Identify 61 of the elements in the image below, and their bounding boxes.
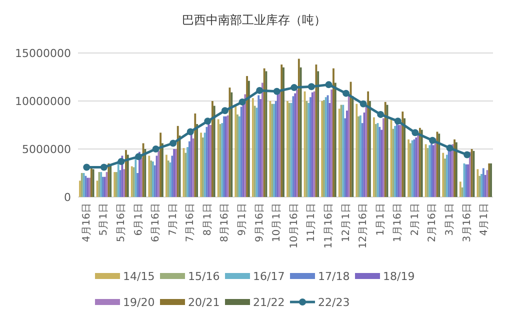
legend-label: 14/15 (123, 270, 155, 283)
x-tick-label: 2月16日 (427, 203, 438, 242)
point (290, 84, 298, 92)
x-tick-label: 5月1日 (98, 203, 110, 236)
x-tick-label: 9月1日 (237, 203, 248, 236)
legend-label: 16/17 (253, 270, 285, 283)
point (464, 151, 471, 158)
point (412, 129, 419, 136)
x-tick-label: 10月16日 (288, 203, 300, 248)
point (118, 158, 125, 165)
x-tick-label: 7月16日 (185, 203, 196, 242)
point (100, 164, 108, 171)
legend-label: 20/21 (188, 296, 220, 309)
legend-label: 22/23 (318, 296, 350, 309)
legend-label: 19/20 (123, 296, 155, 309)
x-tick-label: 3月16日 (462, 203, 473, 242)
x-tick-label: 1月16日 (392, 203, 404, 242)
y-tick-label: 10000000 (15, 95, 71, 108)
x-tick-label: 8月1日 (202, 203, 214, 236)
point (446, 144, 454, 152)
point (238, 98, 246, 106)
point (394, 118, 402, 125)
x-tick-label: 9月16日 (254, 203, 266, 242)
legend-label: 21/22 (253, 296, 285, 309)
x-tick-label: 11月16日 (323, 203, 334, 248)
point (360, 100, 367, 108)
x-tick-label: 3月1日 (444, 203, 456, 236)
legend-label: 18/19 (383, 270, 415, 283)
point (170, 140, 177, 147)
x-tick-label: 7月1日 (168, 203, 179, 236)
point (273, 88, 280, 95)
x-tick-label: 10月1日 (272, 203, 283, 242)
x-tick-label: 4月16日 (81, 203, 92, 242)
x-tick-label: 6月16日 (150, 203, 162, 242)
point (428, 136, 436, 144)
point (221, 107, 228, 114)
point (377, 110, 384, 118)
legend-label: 15/16 (188, 270, 220, 283)
point (325, 81, 332, 88)
legend-label: 17/18 (318, 270, 350, 283)
point (256, 86, 264, 94)
y-tick-label: 5000000 (22, 143, 71, 156)
x-tick-label: 4月1日 (479, 203, 490, 236)
x-tick-label: 1月1日 (375, 203, 386, 236)
point (186, 128, 194, 136)
x-tick-label: 5月16日 (116, 203, 127, 242)
y-tick-label: 15000000 (15, 47, 71, 60)
y-tick-label: 0 (64, 191, 71, 204)
x-tick-label: 11月1日 (306, 203, 318, 242)
x-tick-label: 12月1日 (340, 203, 352, 242)
chart-title: 巴西中南部工业库存（吨） (182, 13, 326, 27)
point (204, 118, 212, 125)
point (83, 164, 90, 171)
x-tick-label: 6月1日 (133, 203, 144, 236)
point (152, 146, 160, 152)
x-tick-label: 12月16日 (358, 203, 370, 248)
x-tick-label: 2月1日 (410, 203, 421, 236)
point (342, 90, 350, 97)
x-tick-label: 8月16日 (220, 203, 231, 242)
point (135, 153, 142, 160)
point (308, 83, 315, 90)
